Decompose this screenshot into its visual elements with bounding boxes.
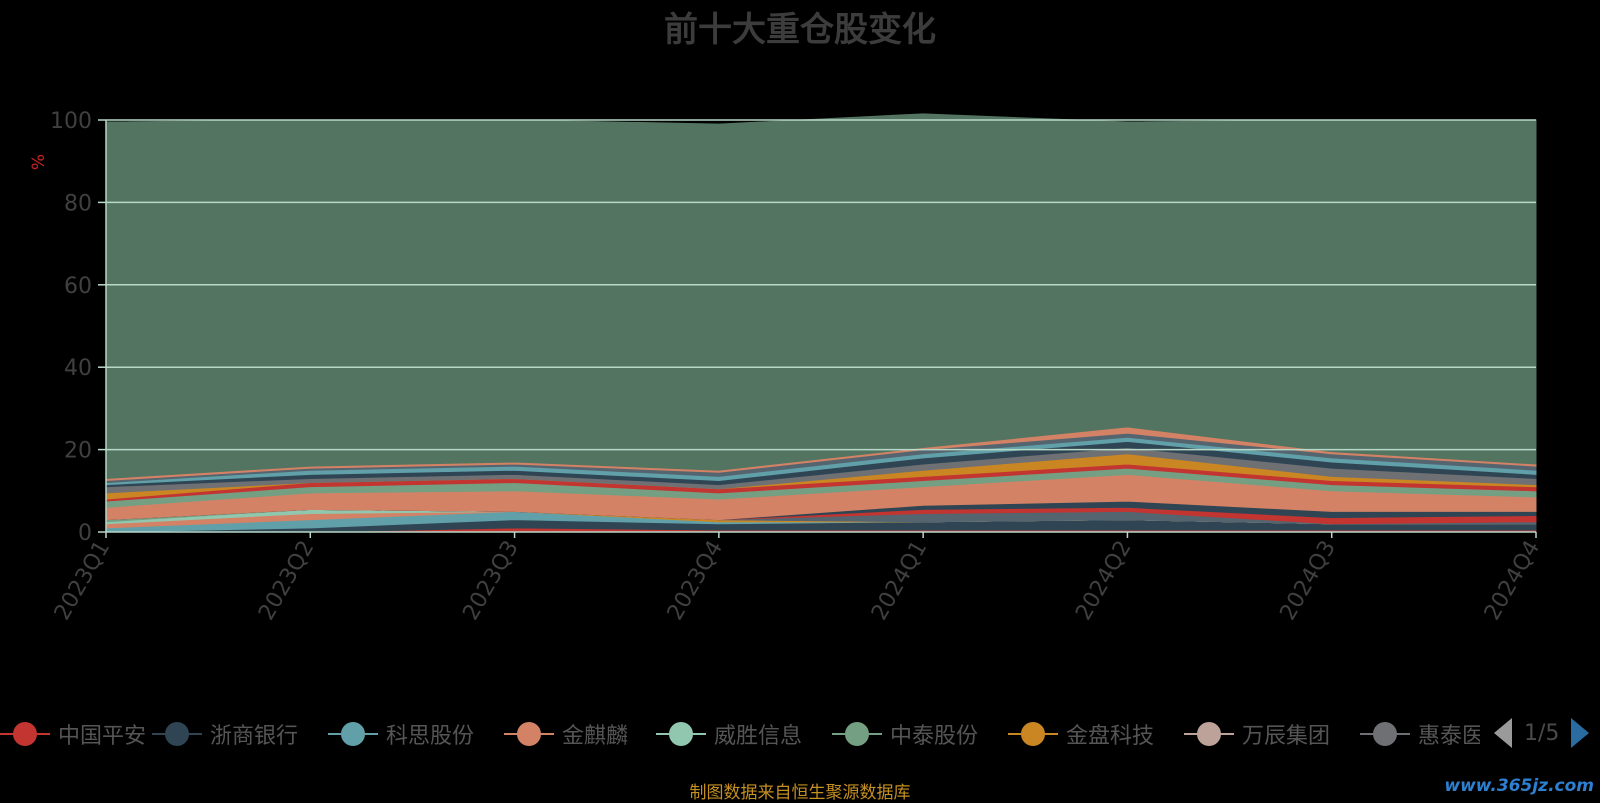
pager-text: 1/5 <box>1524 720 1560 746</box>
legend-marker-icon <box>152 722 202 746</box>
y-tick-label: 100 <box>50 109 92 134</box>
x-tick-label: 2024Q2 <box>1071 537 1136 625</box>
legend-label: 万辰集团 <box>1242 724 1331 749</box>
area-series-layer <box>105 113 1537 533</box>
legend-label: 金麒麟 <box>562 724 629 749</box>
x-tick-label: 2024Q1 <box>867 537 932 625</box>
x-tick-label: 2023Q1 <box>50 537 115 625</box>
legend-marker-icon <box>656 722 706 746</box>
legend-marker-icon <box>1360 722 1410 746</box>
legend-marker-icon <box>504 722 554 746</box>
legend-label: 金盘科技 <box>1066 724 1155 749</box>
x-tick-label: 2023Q2 <box>254 537 319 625</box>
legend-marker-icon <box>328 722 378 746</box>
legend-label: 中泰股份 <box>890 724 979 749</box>
legend-item[interactable]: 惠泰医疗 <box>1360 712 1480 756</box>
x-tick-label: 2023Q3 <box>458 537 523 625</box>
x-tick-label: 2024Q4 <box>1480 537 1545 625</box>
x-tick-label: 2023Q4 <box>663 537 728 625</box>
pager-next-icon[interactable] <box>1571 718 1590 748</box>
legend-label: 惠泰医疗 <box>1418 724 1480 749</box>
legend-marker-icon <box>1008 722 1058 746</box>
legend-item[interactable]: 金麒麟 <box>504 712 628 756</box>
legend-label: 中国平安 <box>58 724 147 749</box>
y-tick-label: 60 <box>64 274 92 299</box>
legend-item[interactable]: 中泰股份 <box>832 712 978 756</box>
y-axis: 0 20 40 60 80 100 <box>50 109 107 546</box>
x-tick-label: 2024Q3 <box>1276 537 1341 625</box>
legend-item[interactable]: 万辰集团 <box>1184 712 1330 756</box>
legend-marker-icon <box>1184 722 1234 746</box>
legend-item[interactable]: 威胜信息 <box>656 712 802 756</box>
y-tick-label: 80 <box>64 191 92 216</box>
grid-layer <box>106 119 1536 533</box>
y-axis-unit: % <box>29 154 49 170</box>
legend-item[interactable]: 中国平安 <box>0 712 146 756</box>
area-series-21 <box>105 113 1537 479</box>
legend-item[interactable]: 科思股份 <box>328 712 474 756</box>
legend: 中国平安 浙商银行 科思股份 金麒麟 威胜信息 中泰股份 金盘科技 万辰集团 惠泰医疗 <box>0 712 1480 756</box>
source-note: 制图数据来自恒生聚源数据库 <box>689 783 911 803</box>
y-tick-label: 0 <box>78 521 92 546</box>
legend-label: 浙商银行 <box>210 724 299 749</box>
legend-marker-icon <box>0 722 50 746</box>
legend-item[interactable]: 金盘科技 <box>1008 712 1154 756</box>
y-tick-label: 20 <box>64 439 92 464</box>
legend-item[interactable]: 浙商银行 <box>152 712 298 756</box>
legend-marker-icon <box>832 722 882 746</box>
legend-label: 科思股份 <box>386 724 475 749</box>
legend-pager: 1/5 <box>1494 718 1590 748</box>
pager-prev-icon[interactable] <box>1494 718 1512 748</box>
watermark: www.365jz.com <box>1444 776 1594 796</box>
x-axis: 2023Q1 2023Q2 2023Q3 2023Q4 2024Q1 2024Q2 2024… <box>50 532 1545 625</box>
y-tick-label: 40 <box>64 356 92 381</box>
legend-label: 威胜信息 <box>714 724 803 749</box>
chart-title: 前十大重仓股变化 <box>664 10 936 50</box>
